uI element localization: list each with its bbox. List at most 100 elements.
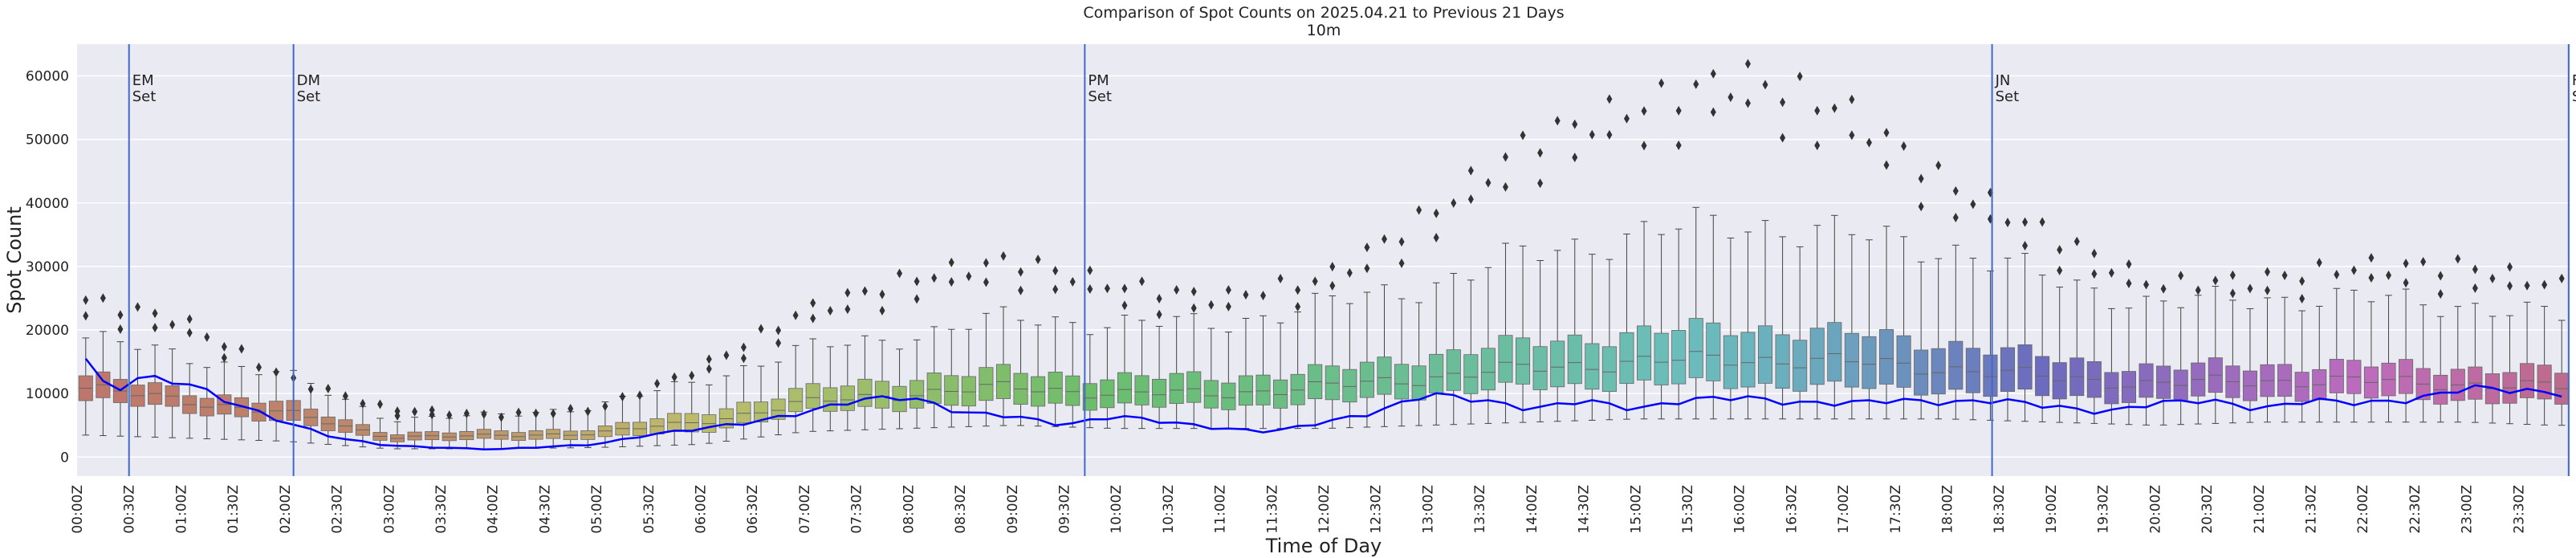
x-tick-label: 05:30Z: [641, 485, 657, 534]
chart-subtitle: 10m: [1307, 22, 1341, 39]
outlier-point: [810, 313, 816, 324]
box: [1342, 369, 1357, 403]
outlier-point: [1883, 128, 1890, 138]
box-whiskers: [82, 206, 2566, 450]
outlier-point: [342, 391, 348, 401]
outlier-point: [2195, 285, 2201, 295]
outlier-point: [1139, 276, 1146, 287]
outlier-point: [1641, 106, 1647, 116]
outlier-point: [221, 352, 227, 363]
x-tick-label: 10:00Z: [1109, 485, 1125, 534]
outlier-point: [1156, 293, 1162, 303]
x-tick-label: 06:00Z: [694, 485, 710, 534]
outlier-point: [2091, 269, 2098, 279]
outlier-point: [1918, 173, 1924, 184]
outlier-point: [1467, 165, 1474, 176]
outliers: [83, 59, 2565, 422]
outlier-point: [2057, 265, 2063, 275]
outlier-point: [83, 311, 89, 321]
box: [1273, 379, 1288, 409]
box: [753, 401, 769, 423]
outlier-point: [1710, 68, 1716, 79]
x-tick-label: 16:00Z: [1732, 485, 1748, 534]
outlier-point: [515, 407, 522, 417]
box: [1377, 356, 1392, 395]
x-tick-label: 09:30Z: [1056, 485, 1072, 534]
outlier-point: [671, 372, 678, 382]
y-tick-label: 0: [60, 450, 69, 466]
box: [1082, 383, 1097, 411]
outlier-point: [2524, 280, 2530, 291]
y-gridlines: [77, 75, 2570, 458]
y-tick-label: 50000: [26, 132, 69, 149]
box: [1203, 380, 1219, 409]
box: [1706, 322, 1721, 381]
outlier-point: [1606, 129, 1613, 140]
x-tick-label: 13:00Z: [1420, 485, 1436, 534]
x-tick-label: 16:30Z: [1784, 485, 1800, 534]
box: [1931, 348, 1946, 395]
outlier-point: [2316, 258, 2322, 268]
outlier-point: [1416, 205, 1422, 215]
box: [805, 383, 820, 409]
x-tick-label: 03:00Z: [381, 485, 397, 534]
x-tick-label: 11:30Z: [1264, 485, 1280, 534]
box: [1359, 361, 1374, 398]
outlier-point: [1572, 153, 1578, 163]
event-line-label: PM: [1088, 72, 1109, 89]
outlier-point: [2022, 240, 2029, 250]
outlier-point: [1433, 233, 1439, 243]
outlier-point: [2386, 270, 2392, 280]
outlier-point: [2229, 288, 2236, 299]
outlier-point: [1000, 250, 1007, 261]
outlier-point: [1225, 301, 1231, 312]
x-tick-label: 23:00Z: [2460, 485, 2476, 534]
box: [1498, 335, 1513, 383]
outlier-point: [2437, 289, 2444, 299]
outlier-point: [637, 390, 643, 401]
outlier-point: [186, 314, 193, 324]
outlier-point: [1104, 283, 1110, 294]
outlier-point: [706, 354, 712, 365]
outlier-point: [1589, 129, 1595, 140]
outlier-point: [2472, 283, 2478, 293]
outlier-point: [1295, 285, 1301, 295]
outlier-point: [307, 384, 314, 394]
event-line-sublabel: Set: [1088, 88, 1112, 105]
x-tick-label: 15:30Z: [1680, 485, 1696, 534]
outlier-point: [2420, 257, 2427, 267]
box: [1688, 318, 1703, 378]
box: [823, 387, 838, 412]
outlier-point: [1312, 276, 1318, 287]
outlier-point: [376, 399, 383, 409]
event-line-label: DM: [297, 72, 320, 89]
outlier-point: [1952, 213, 1959, 223]
box: [961, 376, 976, 407]
outlier-point: [914, 294, 920, 304]
box: [1480, 348, 1496, 391]
outlier-point: [723, 350, 730, 360]
outlier-point: [1190, 287, 1197, 297]
outlier-point: [1502, 181, 1508, 192]
x-tick-label: 21:00Z: [2252, 485, 2268, 534]
box: [1965, 348, 1980, 393]
box: [1550, 340, 1565, 388]
outlier-point: [221, 341, 227, 352]
outlier-point: [879, 289, 885, 299]
outlier-point: [255, 362, 262, 373]
x-tick-label: 04:00Z: [486, 485, 502, 534]
outlier-point: [1156, 309, 1162, 320]
outlier-point: [394, 410, 401, 421]
box: [1896, 335, 1911, 388]
outlier-point: [1831, 103, 1837, 113]
outlier-point: [2334, 269, 2340, 279]
outlier-point: [1451, 198, 1457, 208]
box: [926, 373, 942, 404]
box: [1065, 375, 1080, 406]
event-line-sublabel: Set: [2572, 88, 2576, 105]
outlier-point: [1520, 130, 1526, 141]
outlier-point: [2247, 283, 2253, 294]
outlier-point: [2455, 254, 2461, 264]
outlier-point: [1208, 299, 1215, 310]
